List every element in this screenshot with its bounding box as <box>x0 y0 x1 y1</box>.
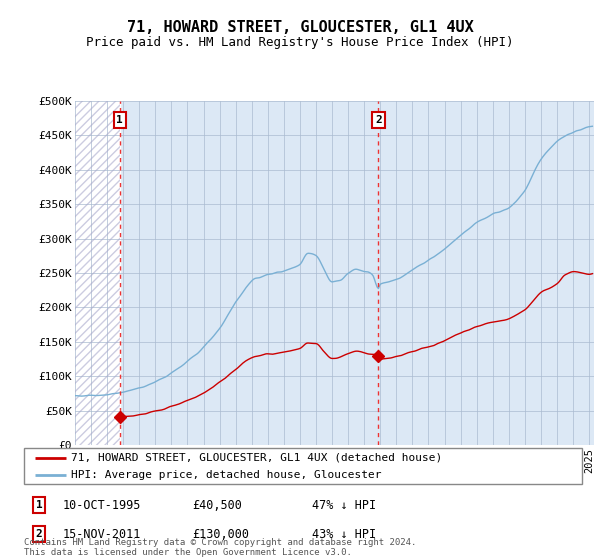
Text: 2: 2 <box>35 529 43 539</box>
Text: 43% ↓ HPI: 43% ↓ HPI <box>312 528 376 541</box>
Text: 71, HOWARD STREET, GLOUCESTER, GL1 4UX: 71, HOWARD STREET, GLOUCESTER, GL1 4UX <box>127 20 473 35</box>
Text: Price paid vs. HM Land Registry's House Price Index (HPI): Price paid vs. HM Land Registry's House … <box>86 36 514 49</box>
Text: 15-NOV-2011: 15-NOV-2011 <box>63 528 142 541</box>
Text: HPI: Average price, detached house, Gloucester: HPI: Average price, detached house, Glou… <box>71 470 382 480</box>
Text: 10-OCT-1995: 10-OCT-1995 <box>63 498 142 512</box>
Text: 1: 1 <box>35 500 43 510</box>
Text: 71, HOWARD STREET, GLOUCESTER, GL1 4UX (detached house): 71, HOWARD STREET, GLOUCESTER, GL1 4UX (… <box>71 453 443 463</box>
Bar <box>75 101 119 445</box>
Text: 47% ↓ HPI: 47% ↓ HPI <box>312 498 376 512</box>
Text: £40,500: £40,500 <box>192 498 242 512</box>
Text: 2: 2 <box>375 115 382 125</box>
Text: 1: 1 <box>116 115 123 125</box>
Text: £130,000: £130,000 <box>192 528 249 541</box>
Text: Contains HM Land Registry data © Crown copyright and database right 2024.
This d: Contains HM Land Registry data © Crown c… <box>24 538 416 557</box>
Bar <box>75 101 119 445</box>
